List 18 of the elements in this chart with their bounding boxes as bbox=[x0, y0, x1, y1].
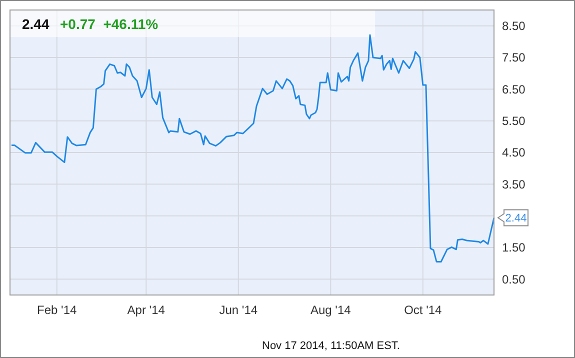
y-tick-label: 7.50 bbox=[502, 50, 526, 65]
x-tick-label: Aug '14 bbox=[310, 303, 352, 318]
chart-title: 2.44 bbox=[22, 16, 50, 32]
chart-subtitle: +0.77 +46.11% bbox=[60, 16, 159, 32]
line-series bbox=[10, 34, 495, 262]
x-tick-label: Apr '14 bbox=[127, 303, 166, 318]
x-tick-label: Feb '14 bbox=[37, 303, 78, 318]
y-tick-label: 5.50 bbox=[502, 114, 526, 128]
text: Nov 17 2014, 11:50AM EST. bbox=[262, 340, 400, 352]
x-tick-label: Jun '14 bbox=[219, 303, 258, 318]
y-tick-label: 3.50 bbox=[502, 177, 526, 192]
annotation: 2.44 bbox=[505, 212, 527, 225]
y-tick-label: 1.50 bbox=[502, 240, 526, 255]
y-tick-label: 8.50 bbox=[502, 19, 526, 34]
y-tick-label: 0.50 bbox=[502, 272, 526, 286]
y-tick-label: 4.50 bbox=[502, 146, 526, 160]
x-tick-label: Oct '14 bbox=[404, 303, 442, 318]
y-tick-label: 6.50 bbox=[502, 82, 526, 96]
